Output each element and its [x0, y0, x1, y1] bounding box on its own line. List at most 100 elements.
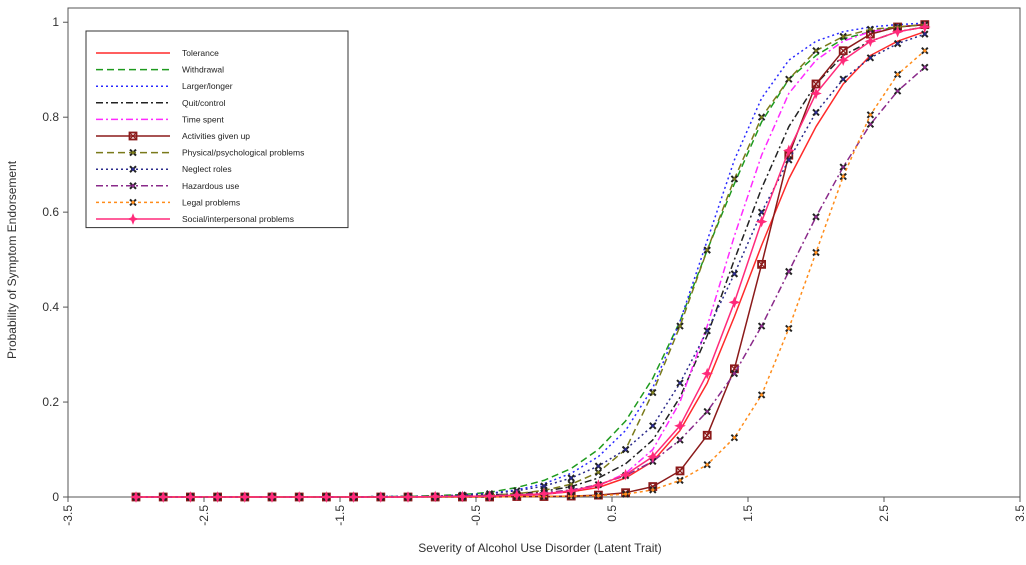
data-point-cross [703, 431, 712, 440]
data-point [594, 468, 603, 477]
data-point [866, 111, 875, 119]
data-point [921, 30, 929, 38]
data-point [728, 296, 741, 309]
marker-dot [732, 371, 737, 376]
y-axis-label: Probability of Symptom Endorsement [5, 160, 19, 359]
data-point [893, 70, 902, 79]
data-point [810, 87, 822, 100]
legend-label: Quit/control [182, 98, 226, 108]
data-point [755, 215, 768, 228]
data-point [785, 75, 793, 83]
data-point [812, 248, 820, 257]
x-tick-label: -0.5 [469, 505, 483, 526]
data-point [676, 379, 684, 387]
legend-item: Legal problems [96, 197, 240, 207]
y-tick-label: 0.2 [42, 395, 59, 409]
data-point [838, 46, 848, 56]
data-point [621, 445, 630, 454]
data-point [540, 482, 548, 490]
marker-dot [624, 492, 628, 496]
marker-dot [596, 464, 601, 468]
legend-item: Social/interpersonal problems [96, 213, 294, 225]
series-line [136, 23, 925, 498]
x-tick-label: 1.5 [741, 505, 755, 522]
data-point [812, 108, 820, 117]
data-point [921, 63, 929, 72]
marker-dot [841, 77, 845, 81]
data-point [785, 267, 793, 276]
data-point [538, 487, 550, 500]
series-social-interpersonal-problems [130, 21, 931, 503]
legend-item: Neglect roles [96, 164, 232, 174]
marker-dot [814, 110, 818, 115]
marker-dot [923, 32, 927, 36]
data-point [320, 491, 333, 503]
series-line [136, 50, 926, 498]
marker-dot [678, 478, 682, 482]
legend-box [85, 30, 349, 229]
data-point [701, 367, 714, 380]
marker-dot [678, 381, 682, 385]
data-point [567, 480, 575, 488]
marker-dot [705, 329, 709, 333]
data-point [483, 490, 496, 502]
legend: Tolerance Withdrawal Larger/longer Quit/con… [85, 30, 349, 229]
legend-item: Larger/longer [96, 81, 233, 91]
data-point [649, 388, 657, 397]
data-point [782, 144, 795, 157]
legend-marker [129, 182, 137, 190]
legend-label: Activities given up [182, 131, 250, 141]
marker-dot [868, 113, 873, 117]
legend-item: Quit/control [96, 98, 226, 108]
data-point [619, 468, 632, 481]
data-point [675, 466, 685, 476]
x-tick-label: -2.5 [197, 505, 211, 526]
data-point [374, 491, 387, 503]
data-point [812, 213, 820, 221]
legend-marker-cross [129, 132, 137, 140]
data-point [812, 47, 820, 55]
legend-label: Legal problems [182, 197, 240, 207]
marker-dot [814, 49, 818, 53]
marker-dot [131, 184, 135, 188]
data-point [839, 163, 847, 171]
y-tick-label: 0.4 [42, 300, 59, 314]
y-tick-label: 0.8 [42, 110, 59, 124]
data-point [702, 430, 712, 440]
legend-item: Activities given up [96, 131, 250, 141]
marker-dot [131, 151, 135, 155]
legend-label: Physical/psychological problems [182, 148, 304, 158]
marker-dot [841, 174, 845, 179]
x-tick-label: -1.5 [333, 505, 347, 526]
marker-dot [868, 27, 873, 31]
series-layer [130, 20, 931, 503]
marker-dot [705, 463, 709, 467]
data-point [594, 491, 603, 500]
data-point [567, 474, 575, 482]
marker-dot [131, 200, 135, 204]
data-point [347, 491, 360, 503]
legend-label: Withdrawal [182, 65, 224, 75]
data-point [293, 491, 306, 503]
data-point [893, 39, 902, 48]
marker-dot [678, 438, 682, 442]
marker-dot [760, 393, 764, 397]
data-point [594, 462, 603, 470]
x-tick-label: 3.5 [1013, 505, 1026, 522]
data-point [211, 491, 224, 503]
data-point-cross [757, 260, 766, 269]
data-point [266, 491, 278, 503]
marker-dot [787, 158, 791, 162]
legend-marker [127, 213, 139, 225]
legend-label: Tolerance [182, 48, 219, 58]
data-point [730, 433, 739, 442]
marker-dot [732, 272, 737, 276]
marker-dot [131, 167, 135, 171]
y-tick-label: 0 [52, 490, 59, 504]
y-tick-label: 0.6 [42, 205, 59, 219]
legend-label: Neglect roles [182, 164, 232, 174]
legend-label: Hazardous use [182, 181, 239, 191]
marker-dot [732, 177, 737, 181]
marker-dot [814, 250, 818, 255]
marker-dot [841, 34, 845, 39]
